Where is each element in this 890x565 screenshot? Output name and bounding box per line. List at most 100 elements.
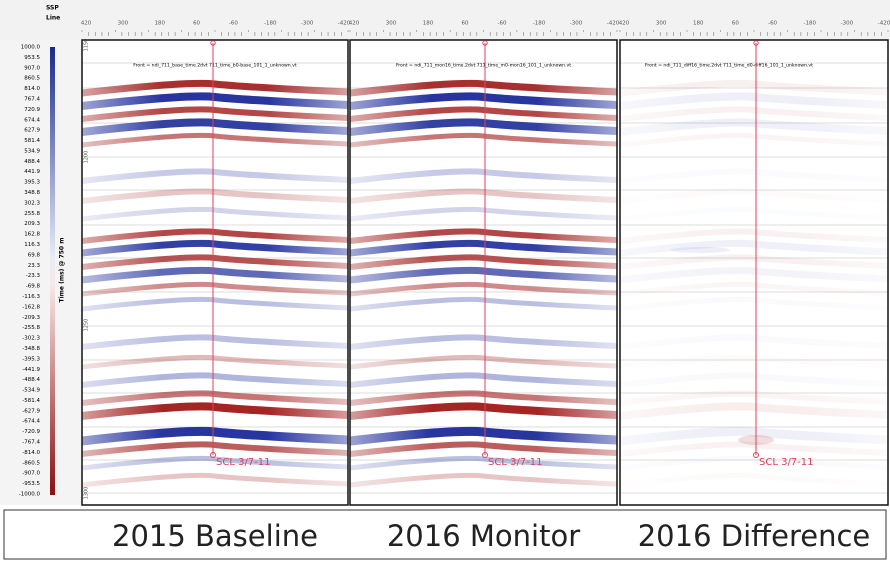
colorbar-label-tick: 441.9	[24, 169, 40, 175]
colorbar-label-tick: -116.3	[22, 294, 40, 300]
well-top	[753, 40, 759, 46]
panel-caption: 2015 Baseline	[112, 519, 318, 553]
panel-fade	[82, 40, 348, 505]
ruler-tick-label: -300	[301, 21, 314, 27]
well-label: SCL 3/7-11	[488, 457, 543, 468]
caption-box	[3, 509, 887, 560]
colorbar-label-tick: -860.5	[22, 460, 40, 466]
ruler-tick-label: -300	[570, 21, 583, 27]
well-top	[210, 40, 216, 46]
ruler-tick-label: -60	[498, 21, 507, 27]
colorbar-label-tick: 720.9	[24, 107, 40, 113]
colorbar-label-tick: 860.5	[24, 76, 40, 82]
panel-header: Front = ndi_711_base_time.2dvt 711_time_…	[133, 63, 297, 69]
colorbar-label-tick: -534.9	[22, 388, 40, 394]
colorbar-label-tick: 395.3	[24, 180, 40, 186]
colorbar-label-tick: 674.4	[24, 117, 40, 123]
ruler-tick-label: -60	[768, 21, 777, 27]
ruler-tick-label: 420	[81, 21, 92, 27]
panel-frame	[81, 39, 349, 506]
panel-header: Front = ndi_711_mon16_time.2dvt 711_time…	[396, 63, 571, 69]
colorbar-label-tick: -953.5	[22, 481, 40, 487]
colorbar-label-tick: 907.0	[24, 65, 40, 71]
ruler-tick-label: -420	[878, 21, 890, 27]
ruler-tick-label: 300	[118, 21, 129, 27]
time-label: 1200	[84, 151, 90, 164]
well-top	[482, 40, 488, 46]
ruler-tick-label: 180	[423, 21, 434, 27]
panel-fade	[350, 40, 617, 505]
ruler-tick-label: 300	[656, 21, 667, 27]
colorbar-label-tick: -255.8	[22, 325, 40, 331]
ruler-tick-label: 60	[193, 21, 200, 27]
colorbar-label-tick: 23.3	[28, 263, 41, 269]
well-bottom	[482, 452, 488, 458]
colorbar-label-tick: -488.4	[22, 377, 40, 383]
colorbar-label-tick: 162.8	[24, 232, 40, 238]
panel-frame	[619, 39, 889, 506]
colorbar-label-tick: -907.0	[22, 471, 40, 477]
colorbar-label-tick: 209.3	[24, 221, 40, 227]
colorbar-label-tick: -23.3	[26, 273, 41, 279]
ruler-tick-label: 300	[386, 21, 397, 27]
colorbar-label-tick: 255.8	[24, 211, 40, 217]
time-label: 1250	[84, 319, 90, 332]
panel-header: Front = ndi_711_diff16_time.2dvt 711_tim…	[645, 63, 813, 69]
ruler-tick-label: 420	[349, 21, 360, 27]
colorbar-label-tick: 302.3	[24, 200, 40, 206]
colorbar-label-tick: -627.9	[22, 408, 40, 414]
colorbar-label-tick: -720.9	[22, 429, 40, 435]
colorbar-label-tick: -162.8	[22, 304, 40, 310]
colorbar-label-tick: -674.4	[22, 419, 40, 425]
ruler-tick-label: -180	[264, 21, 277, 27]
ruler-tick-label: -420	[607, 21, 620, 27]
colorbar-label-tick: -441.9	[22, 367, 40, 373]
ruler-tick-label: -420	[338, 21, 351, 27]
ruler-tick-label: 60	[732, 21, 739, 27]
colorbar-label-tick: 116.3	[24, 242, 40, 248]
colorbar-label-tick: -581.4	[22, 398, 40, 404]
panel-caption: 2016 Difference	[638, 519, 871, 553]
colorbar-label-tick: 814.0	[24, 86, 40, 92]
panel-frame	[349, 39, 618, 506]
colorbar-label-tick: -767.4	[22, 440, 40, 446]
colorbar-label-tick: 581.4	[24, 138, 40, 144]
ruler-tick-label: 60	[462, 21, 469, 27]
ruler-tick-label: 180	[693, 21, 704, 27]
colorbar	[50, 47, 55, 495]
ruler-tick-label: 180	[154, 21, 165, 27]
ruler-tick-label: -300	[841, 21, 854, 27]
colorbar-label-tick: -348.8	[22, 346, 40, 352]
ruler-strip	[0, 0, 890, 40]
panel-caption: 2016 Monitor	[387, 519, 580, 553]
well-label: SCL 3/7-11	[759, 457, 814, 468]
colorbar-label-tick: 348.8	[24, 190, 40, 196]
colorbar-label-tick: -302.3	[22, 336, 40, 342]
ruler-tick-label: -180	[533, 21, 546, 27]
colorbar-label-tick: 627.9	[24, 128, 40, 134]
ruler-title: SSP	[46, 5, 59, 12]
colorbar-label-tick: 1000.0	[21, 45, 41, 51]
colorbar-label-tick: 767.4	[24, 96, 40, 102]
well-bottom	[753, 452, 759, 458]
well-label: SCL 3/7-11	[216, 457, 271, 468]
ruler-tick-label: 420	[619, 21, 630, 27]
colorbar-label: Time (ms) @ 750 m	[59, 238, 66, 303]
colorbar-strip	[0, 40, 82, 505]
colorbar-label-tick: 534.9	[24, 148, 40, 154]
ruler-subtitle: Line	[46, 15, 60, 22]
well-bottom	[210, 452, 216, 458]
colorbar-label-tick: -209.3	[22, 315, 40, 321]
colorbar-label-tick: 953.5	[24, 55, 40, 61]
time-label: 1300	[84, 487, 90, 500]
colorbar-label-tick: -814.0	[22, 450, 40, 456]
colorbar-label-tick: 69.8	[28, 252, 41, 258]
colorbar-label-tick: -395.3	[22, 356, 40, 362]
colorbar-label-tick: -1000.0	[19, 492, 41, 498]
colorbar-label-tick: -69.8	[26, 284, 41, 290]
ruler-tick-label: -180	[803, 21, 816, 27]
colorbar-label-tick: 488.4	[24, 159, 40, 165]
ruler-tick-label: -60	[229, 21, 238, 27]
time-label: 1150	[84, 39, 90, 52]
